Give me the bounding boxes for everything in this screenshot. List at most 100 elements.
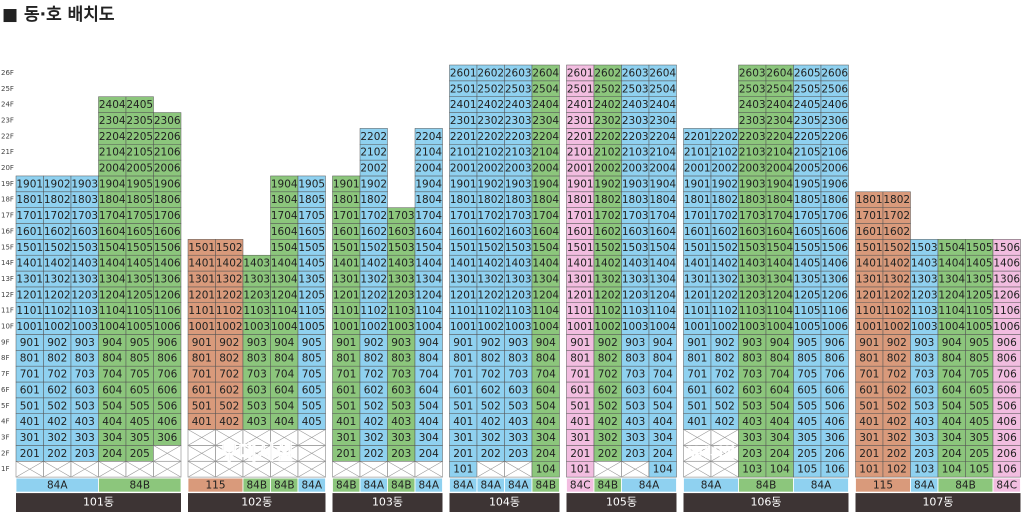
type-label: 84C — [996, 480, 1017, 492]
unit-number: 1302 — [883, 273, 910, 285]
unit-number: 2202 — [477, 131, 504, 143]
type-label: 84A — [811, 480, 832, 492]
unit-number: 301 — [453, 432, 473, 444]
unit-number: 1803 — [505, 194, 532, 206]
unit-number: 802 — [219, 353, 239, 365]
unit-number: 803 — [508, 353, 528, 365]
unit-number: 302 — [364, 432, 384, 444]
unit-number: 2106 — [154, 147, 181, 159]
unit-number: 1003 — [911, 321, 938, 333]
unit-number: 1203 — [911, 289, 938, 301]
unit-number: 905 — [302, 337, 322, 349]
unit-number: 1203 — [71, 289, 98, 301]
unit-number: 1101 — [333, 305, 360, 317]
facility-label: 부대시설 — [220, 440, 294, 464]
unit-number: 203 — [391, 448, 411, 460]
unit-number: 2301 — [450, 115, 477, 127]
floor-label: 22F — [1, 132, 14, 140]
unit-number: 701 — [570, 369, 590, 381]
unit-number: 505 — [797, 400, 817, 412]
unit-number: 1304 — [99, 273, 126, 285]
unit-number: 506 — [825, 400, 845, 412]
unit-number: 2102 — [711, 147, 738, 159]
unit-number: 705 — [130, 369, 150, 381]
unit-number: 1501 — [16, 242, 43, 254]
unit-number: 1501 — [333, 242, 360, 254]
floor-label: 12F — [1, 291, 14, 299]
unit-number: 1101 — [16, 305, 43, 317]
unit-number: 1106 — [154, 305, 181, 317]
floor-label: 1F — [1, 465, 9, 473]
unit-number: 2006 — [821, 163, 848, 175]
unit-number: 2102 — [360, 147, 387, 159]
unit-number: 1103 — [911, 305, 938, 317]
unit-number: 102 — [887, 464, 907, 476]
unit-number: 2102 — [477, 147, 504, 159]
unit-number: 403 — [247, 416, 267, 428]
unit-number: 1104 — [532, 305, 559, 317]
empty-cross — [187, 445, 216, 462]
unit-number: 1306 — [821, 273, 848, 285]
type-label: 84B — [391, 480, 412, 492]
unit-number: 405 — [302, 416, 322, 428]
unit-number: 1702 — [477, 210, 504, 222]
unit-number: 2404 — [532, 99, 559, 111]
unit-number: 2603 — [739, 67, 766, 79]
building-bar — [16, 493, 181, 512]
unit-number: 503 — [508, 400, 528, 412]
empty-cross — [414, 460, 443, 478]
unit-number: 1601 — [16, 226, 43, 238]
unit-number: 503 — [742, 400, 762, 412]
unit-number: 202 — [481, 448, 501, 460]
unit-number: 1805 — [794, 194, 821, 206]
unit-number: 302 — [47, 432, 67, 444]
unit-number: 1502 — [216, 242, 243, 254]
unit-number: 106 — [997, 464, 1017, 476]
unit-number: 2202 — [711, 131, 738, 143]
unit-number: 1502 — [360, 242, 387, 254]
unit-number: 906 — [997, 337, 1017, 349]
unit-number: 1103 — [622, 305, 649, 317]
unit-number: 1502 — [883, 242, 910, 254]
unit-number: 1304 — [415, 273, 442, 285]
unit-number: 701 — [336, 369, 356, 381]
unit-number: 101 — [453, 464, 473, 476]
unit-number: 404 — [419, 416, 439, 428]
unit-number: 1305 — [126, 273, 153, 285]
floor-label: 17F — [1, 212, 14, 220]
unit-number: 503 — [75, 400, 95, 412]
building-name: 106동 — [750, 496, 781, 509]
empty-cross — [387, 460, 416, 478]
unit-number: 1102 — [883, 305, 910, 317]
unit-number: 1906 — [154, 178, 181, 190]
unit-number: 1004 — [415, 321, 442, 333]
building-name: 103동 — [372, 496, 403, 509]
unit-number: 2304 — [532, 115, 559, 127]
unit-number: 2205 — [126, 131, 153, 143]
unit-number: 1402 — [594, 258, 621, 270]
unit-number: 1303 — [243, 273, 270, 285]
unit-number: 2204 — [532, 131, 559, 143]
unit-number: 1802 — [477, 194, 504, 206]
unit-number: 1504 — [532, 242, 559, 254]
unit-number: 1102 — [216, 305, 243, 317]
unit-number: 1003 — [71, 321, 98, 333]
unit-number: 2502 — [477, 83, 504, 95]
unit-number: 1201 — [450, 289, 477, 301]
unit-number: 1004 — [99, 321, 126, 333]
unit-number: 1901 — [684, 178, 711, 190]
unit-number: 701 — [687, 369, 707, 381]
floor-label: 24F — [1, 101, 14, 109]
unit-number: 1304 — [271, 273, 298, 285]
unit-number: 103 — [742, 464, 762, 476]
unit-number: 702 — [887, 369, 907, 381]
unit-number: 601 — [192, 384, 212, 396]
unit-number: 1102 — [477, 305, 504, 317]
unit-number: 1806 — [821, 194, 848, 206]
unit-number: 1301 — [333, 273, 360, 285]
floor-label: 18F — [1, 196, 14, 204]
unit-number: 1805 — [298, 194, 325, 206]
unit-number: 1202 — [216, 289, 243, 301]
unit-number: 2101 — [567, 147, 594, 159]
unit-number: 1804 — [415, 194, 442, 206]
